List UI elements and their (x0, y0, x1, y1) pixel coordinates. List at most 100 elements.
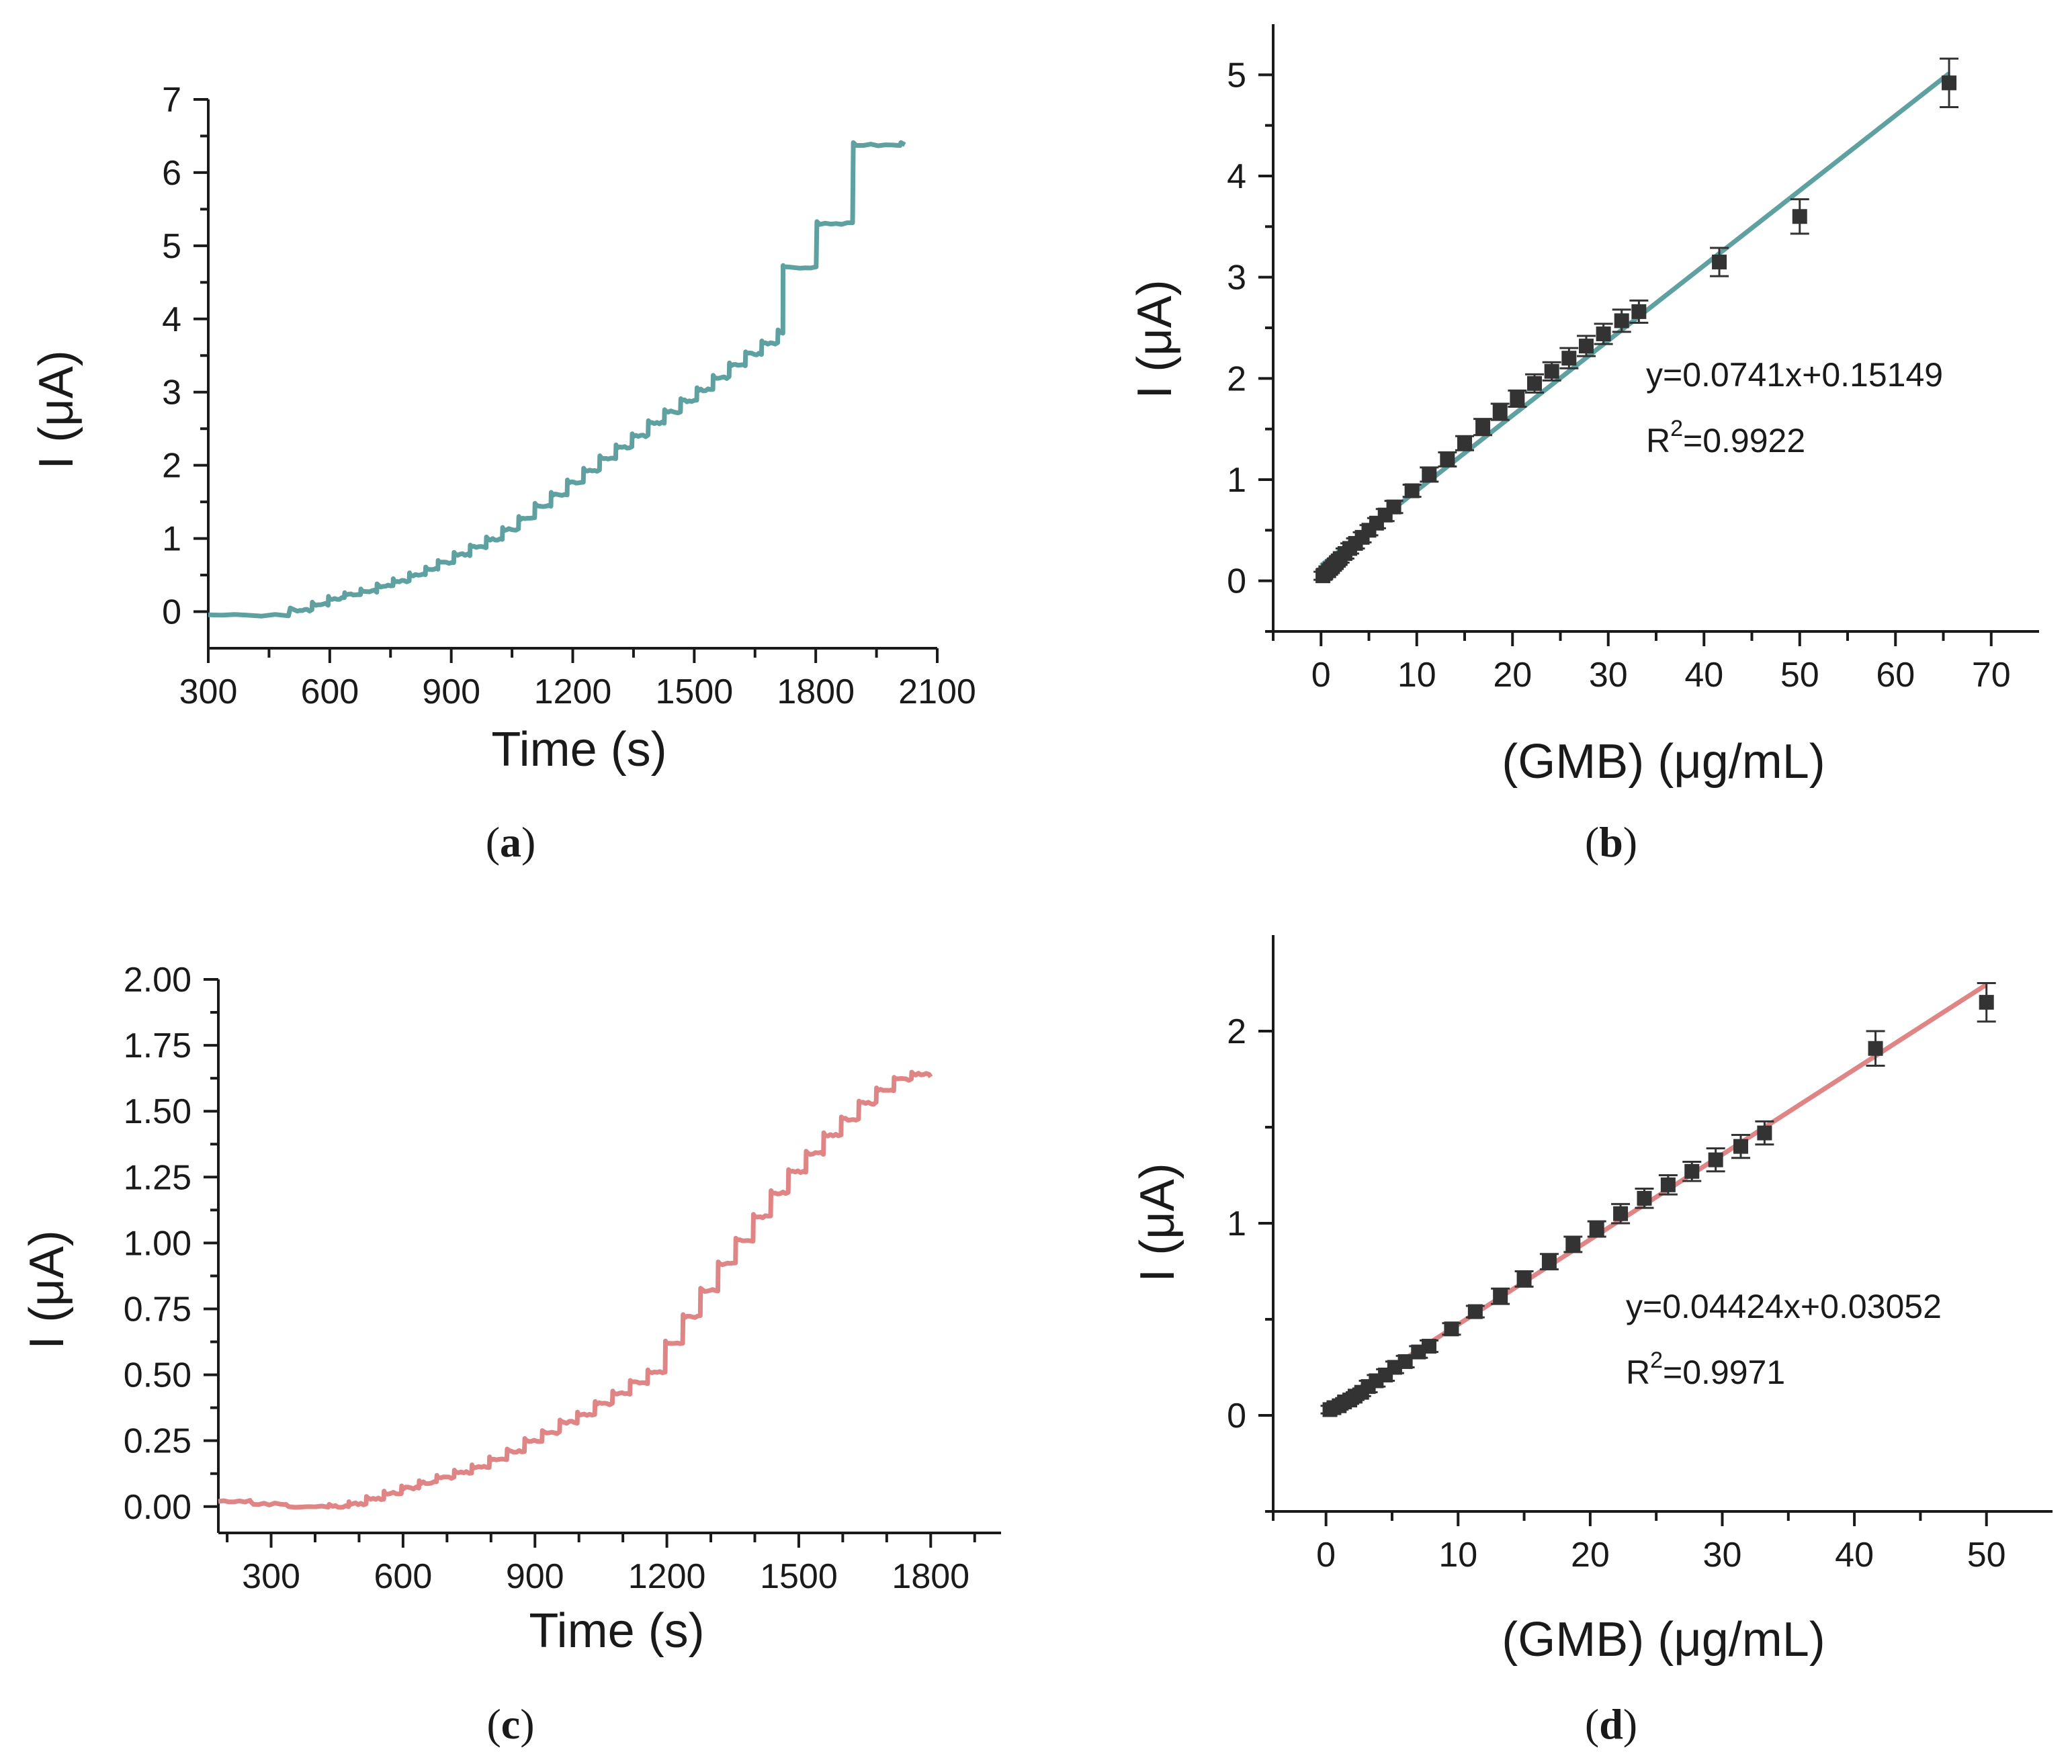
panel-b-r-superscript: 2 (1670, 416, 1683, 441)
panel-a-label: (a) (486, 818, 536, 866)
panel-b-x-tick-label: 60 (1876, 656, 1915, 695)
panel-b-data-point (1386, 499, 1401, 515)
panel-c-y-axis-title: I (μA) (20, 1230, 74, 1349)
panel-a-y-tick-label: 1 (162, 520, 181, 559)
panel-b-y-tick-label: 4 (1227, 157, 1246, 196)
panel-d-data-point (1868, 1041, 1883, 1056)
panel-d-r-value: =0.9971 (1663, 1354, 1785, 1391)
panel-b-fit-line (1320, 71, 1951, 568)
panel-a-x-tick-label: 1500 (655, 672, 733, 711)
panel-d-data-point (1589, 1221, 1604, 1237)
panel-a-x-tick-label: 300 (179, 672, 238, 711)
panel-b-letter: b (1599, 818, 1623, 866)
panel-c-data-line (218, 1069, 933, 1510)
panel-d-data-point (1979, 995, 1994, 1010)
panel-b-data-point (1942, 75, 1957, 91)
panel-d-data-point (1467, 1304, 1483, 1319)
panel-d-equation: y=0.04424x+0.03052 (1626, 1288, 1942, 1325)
panel-a-letter: a (500, 818, 521, 866)
panel-a-y-tick-label: 0 (162, 593, 181, 632)
panel-d-data-point (1613, 1206, 1629, 1221)
panel-d-data-point (1660, 1177, 1676, 1192)
panel-b-data-point (1614, 313, 1629, 328)
panel-b-x-tick-label: 50 (1780, 656, 1819, 695)
panel-a-y-tick-label: 7 (162, 81, 181, 120)
panel-c-x-tick-label: 900 (506, 1557, 564, 1596)
panel-d-x-tick-label: 10 (1438, 1536, 1477, 1575)
panel-c-y-tick-label: 1.00 (124, 1224, 191, 1263)
panel-a-x-tick-label: 1200 (534, 672, 612, 711)
panel-b-x-axis-title: (GMB) (μg/mL) (1502, 735, 1825, 789)
panel-d-r-squared: R2=0.9971 (1626, 1348, 1785, 1391)
panel-b-equation: y=0.0741x+0.15149 (1646, 356, 1943, 394)
panel-c-label: (c) (486, 1700, 534, 1748)
panel-d-data-point (1444, 1321, 1459, 1337)
panel-b-y-tick-label: 5 (1227, 56, 1246, 95)
panel-b-r-letter: R (1646, 422, 1670, 459)
panel-c-y-tick-label: 0.25 (124, 1422, 191, 1461)
panel-b-data-point (1475, 419, 1491, 435)
panel-b-data-point (1404, 483, 1420, 498)
panel-c-axes: 300 600 900 1200 1500 1800 0.00 0.25 0.50 0.75 1.0… (124, 961, 1001, 1596)
panel-d-data-point (1493, 1288, 1508, 1304)
panel-b-r-squared: R2=0.9922 (1646, 416, 1805, 459)
panel-b-y-tick-label: 3 (1227, 259, 1246, 298)
panel-a-axes: 300 600 900 1200 1500 1800 2100 0 1 2 3 4 5 6 7 (162, 81, 976, 711)
panel-b-data-point (1631, 304, 1647, 319)
panel-c-letter: c (501, 1700, 520, 1748)
panel-d-data-point (1684, 1163, 1700, 1179)
panel-b-data-point (1596, 326, 1611, 342)
panel-a-y-tick-label: 5 (162, 227, 181, 266)
panel-d-data-point (1637, 1190, 1652, 1206)
panel-c-y-tick-label: 0.50 (124, 1356, 191, 1395)
panel-b-y-axis-title: I (μA) (1128, 279, 1182, 398)
panel-b-x-tick-label: 30 (1589, 656, 1628, 695)
panel-d-axes: 0 10 20 30 40 50 0 1 2 (1227, 935, 2053, 1575)
panel-a-data-line (208, 140, 906, 619)
panel-d-x-tick-label: 0 (1316, 1536, 1336, 1575)
panel-c-y-tick-label: 1.25 (124, 1158, 191, 1197)
panel-a-y-tick-label: 6 (162, 154, 181, 193)
panel-d-data-points (1320, 982, 1996, 1417)
panel-d-y-axis-title: I (μA) (1131, 1163, 1184, 1282)
panel-b-data-points (1313, 57, 1959, 584)
panel-c-y-tick-label: 0.75 (124, 1290, 191, 1329)
panel-d-label: (d) (1585, 1700, 1637, 1748)
panel-b-axes: 0 10 20 30 40 50 60 70 0 1 2 3 4 5 (1227, 24, 2039, 695)
panel-b-x-tick-label: 0 (1311, 656, 1331, 695)
panel-c: 300 600 900 1200 1500 1800 0.00 0.25 0.50 0.75 1.0… (20, 961, 1001, 1748)
panel-d-x-tick-label: 40 (1835, 1536, 1874, 1575)
panel-d-data-point (1541, 1254, 1557, 1270)
panel-c-y-tick-label: 2.00 (124, 961, 191, 1000)
panel-d-y-tick-label: 0 (1227, 1397, 1246, 1436)
panel-a-x-axis-title: Time (s) (491, 723, 666, 777)
panel-d-y-tick-label: 2 (1227, 1012, 1246, 1051)
panel-d-r-letter: R (1626, 1354, 1650, 1391)
panel-c-y-tick-label: 1.75 (124, 1026, 191, 1065)
panel-a-x-tick-label: 600 (300, 672, 359, 711)
panel-d-y-tick-label: 1 (1227, 1204, 1246, 1243)
panel-d-x-tick-label: 20 (1571, 1536, 1610, 1575)
panel-b-data-point (1527, 376, 1543, 391)
panel-b-data-point (1578, 339, 1594, 354)
panel-c-x-axis-title: Time (s) (529, 1604, 704, 1658)
panel-b-data-point (1440, 451, 1455, 467)
panel-b-x-tick-label: 40 (1684, 656, 1723, 695)
panel-d-data-point (1733, 1139, 1748, 1154)
panel-b-data-point (1492, 404, 1508, 420)
panel-c-y-tick-label: 1.50 (124, 1092, 191, 1131)
panel-a-x-tick-label: 1800 (777, 672, 855, 711)
panel-c-x-tick-label: 600 (374, 1557, 433, 1596)
panel-d-x-tick-label: 50 (1967, 1536, 2006, 1575)
panel-c-x-tick-label: 1200 (628, 1557, 706, 1596)
panel-b-y-tick-label: 1 (1227, 461, 1246, 500)
panel-d-data-point (1397, 1354, 1413, 1369)
panel-d-data-point (1757, 1125, 1772, 1141)
panel-a-y-axis-title: I (μA) (30, 350, 83, 469)
panel-b-data-point (1510, 391, 1525, 406)
panel-b-data-point (1457, 435, 1472, 451)
panel-c-x-tick-label: 1800 (892, 1557, 969, 1596)
panel-b-x-tick-label: 70 (1972, 656, 2011, 695)
